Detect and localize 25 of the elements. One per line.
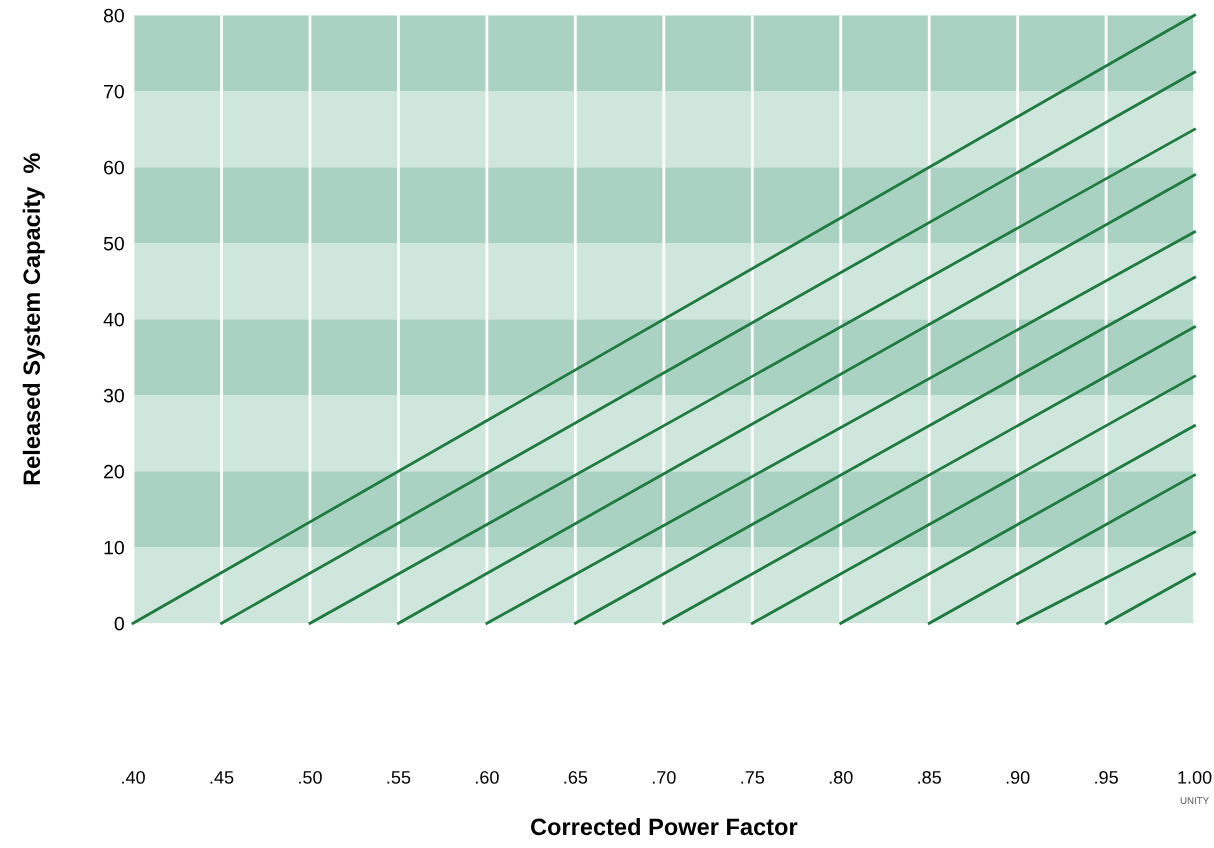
x-tick-label: .50 xyxy=(299,770,322,784)
x-tick-label: .45 xyxy=(210,771,234,784)
x-tick-label: 1.00 xyxy=(1178,770,1212,784)
x-axis-title: Corrected Power Factor xyxy=(530,817,798,836)
y-tick-label: 0 xyxy=(114,616,124,631)
y-tick-label: 30 xyxy=(103,388,124,403)
y-tick-label: 50 xyxy=(103,236,124,251)
x-tick-label: .65 xyxy=(564,770,588,784)
x-tick-label: .90 xyxy=(1006,770,1030,784)
y-tick-label: 10 xyxy=(104,540,124,555)
x-tick-label: .80 xyxy=(829,770,853,784)
x-tick-label: .60 xyxy=(475,770,499,784)
x-tick-label: .85 xyxy=(918,770,941,784)
x-tick-label: .55 xyxy=(387,771,411,784)
y-tick-label: 70 xyxy=(104,84,124,99)
x-tick-label: .70 xyxy=(652,770,676,784)
x-tick-label: .75 xyxy=(741,771,765,784)
y-tick-label: 20 xyxy=(104,464,124,479)
y-tick-label: 60 xyxy=(104,160,124,175)
text: UNITY xyxy=(1180,797,1209,805)
y-tick-label: 40 xyxy=(103,312,124,327)
y-tick-label: 80 xyxy=(103,8,124,23)
x-tick-label: .40 xyxy=(122,770,145,784)
y-axis-title: Released System Capacity % xyxy=(22,153,45,485)
x-tick-label: .95 xyxy=(1095,770,1118,784)
